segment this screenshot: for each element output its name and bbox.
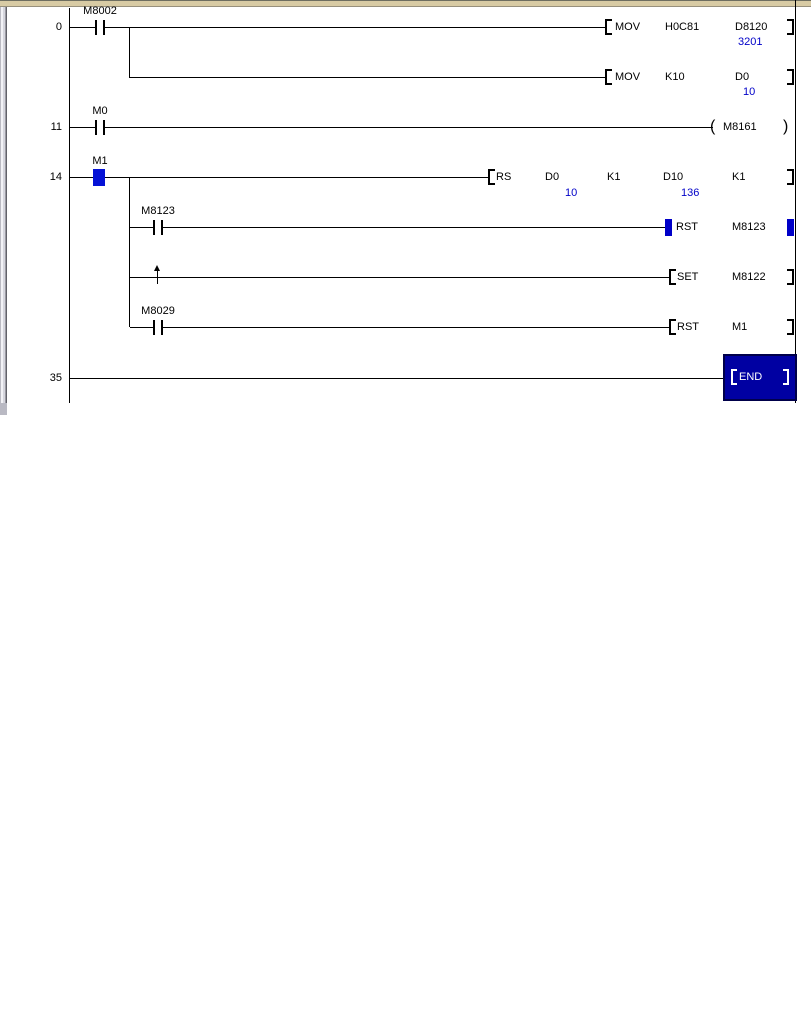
wire	[105, 177, 129, 178]
device-label: M0	[92, 105, 108, 117]
contact-bar	[95, 120, 97, 135]
step-number-0: 0	[55, 21, 62, 33]
window-left-border	[0, 7, 7, 415]
coil-close-paren-icon: )	[783, 118, 789, 135]
opcode: MOV	[615, 71, 641, 83]
active-open-bracket-icon	[665, 219, 672, 236]
window-top-border	[0, 0, 811, 7]
operand-dst: D0	[735, 71, 750, 83]
wire	[163, 227, 665, 228]
pulse-arrowhead	[154, 265, 160, 271]
right-power-rail	[795, 0, 796, 403]
wire	[163, 327, 669, 328]
coil-label: M8161	[723, 121, 757, 133]
contact-bar	[103, 20, 105, 35]
wire	[130, 327, 153, 328]
close-bracket-icon	[787, 319, 794, 335]
contact-bar	[153, 220, 155, 235]
contact-bar	[161, 220, 163, 235]
operand-n2: K1	[732, 171, 746, 183]
operand-s: D0	[545, 171, 560, 183]
wire	[130, 227, 153, 228]
close-bracket-icon	[787, 269, 794, 285]
open-bracket-icon	[605, 19, 612, 35]
opcode: RST	[677, 321, 699, 333]
close-bracket-icon	[787, 169, 794, 185]
contact-bar	[153, 320, 155, 335]
wire	[70, 378, 723, 379]
device-label: M1	[92, 155, 108, 167]
operand-src: K10	[665, 71, 685, 83]
open-bracket-icon	[669, 319, 676, 335]
wire	[130, 177, 488, 178]
close-bracket-icon	[787, 69, 794, 85]
operand: M8122	[732, 271, 766, 283]
instruction-end-cursor[interactable]: END	[723, 354, 797, 401]
wire	[105, 127, 713, 128]
wire	[129, 77, 605, 78]
wire	[70, 177, 93, 178]
open-bracket-icon	[669, 269, 676, 285]
pulse-stem	[157, 270, 158, 284]
branch-wire	[129, 177, 130, 327]
opcode: RST	[676, 221, 698, 233]
close-bracket-icon	[787, 19, 794, 35]
device-label: M8002	[83, 5, 117, 17]
operand-dst: D8120	[735, 21, 768, 33]
scrollbar-fragment[interactable]	[0, 403, 7, 415]
monitor-value: 10	[743, 86, 756, 98]
operand-n1: K1	[607, 171, 621, 183]
device-label: M8123	[141, 205, 175, 217]
opcode: RS	[496, 171, 512, 183]
open-bracket-icon	[605, 69, 612, 85]
step-number-35: 35	[49, 372, 62, 384]
operand-d: D10	[663, 171, 684, 183]
opcode: END	[739, 371, 763, 383]
contact-bar	[95, 20, 97, 35]
contact-bar	[103, 120, 105, 135]
coil-open-paren-icon: (	[710, 118, 716, 135]
left-power-rail	[69, 8, 70, 403]
energized-contact-block	[93, 169, 105, 186]
branch-wire	[129, 27, 130, 78]
wire	[70, 27, 95, 28]
open-bracket-icon	[488, 169, 495, 185]
wire	[130, 277, 670, 278]
operand: M8123	[732, 221, 766, 233]
device-label: M8029	[141, 305, 175, 317]
step-number-11: 11	[50, 121, 62, 133]
monitor-value: 10	[565, 187, 578, 199]
operand-src: H0C81	[665, 21, 700, 33]
open-bracket-icon	[731, 369, 737, 385]
monitor-value: 3201	[738, 36, 763, 48]
opcode: SET	[677, 271, 699, 283]
active-close-bracket-icon	[787, 219, 794, 236]
wire	[70, 127, 95, 128]
close-bracket-icon	[783, 369, 789, 385]
monitor-value: 136	[681, 187, 700, 199]
contact-bar	[161, 320, 163, 335]
step-number-14: 14	[49, 171, 62, 183]
wire	[105, 27, 605, 28]
operand: M1	[732, 321, 748, 333]
opcode: MOV	[615, 21, 641, 33]
